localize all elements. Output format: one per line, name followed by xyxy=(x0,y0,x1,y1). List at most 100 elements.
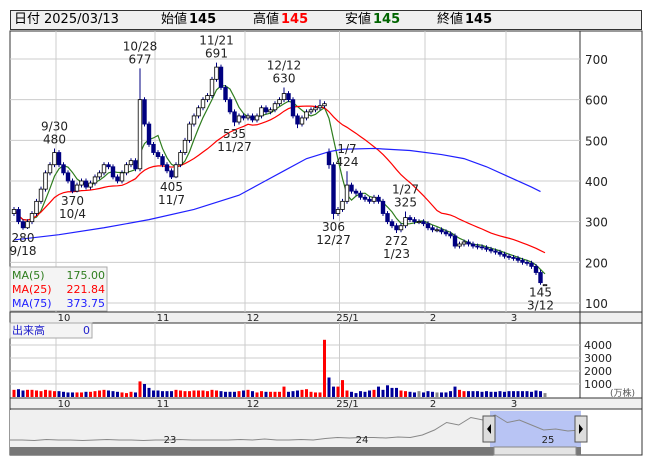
candle xyxy=(272,101,278,113)
candle xyxy=(313,105,318,113)
volume-bar xyxy=(264,391,268,397)
candle-body xyxy=(430,227,435,231)
volume-legend-value: 0 xyxy=(83,324,90,337)
volume-bar xyxy=(179,390,182,397)
candle xyxy=(61,162,66,176)
candle-body xyxy=(11,209,17,214)
volume-bar xyxy=(534,390,538,397)
candle xyxy=(209,76,215,99)
annotation-date: 1/27 xyxy=(392,182,419,196)
volume-bar xyxy=(183,391,187,397)
volume-bar xyxy=(516,391,520,397)
candle-body xyxy=(448,233,453,237)
ma-legend-value: 373.75 xyxy=(67,297,106,310)
candle-body xyxy=(214,66,219,80)
navigator-right-handle[interactable] xyxy=(574,415,588,443)
candle-body xyxy=(367,198,372,202)
volume-bar xyxy=(201,390,205,397)
candle xyxy=(421,219,426,227)
candle xyxy=(380,198,386,216)
volume-bar xyxy=(80,392,83,397)
annotation-date: 11/27 xyxy=(217,140,252,154)
candle-body xyxy=(403,217,408,227)
candle-body xyxy=(452,235,458,247)
volume-bar xyxy=(255,392,259,397)
annotation-date: 9/30 xyxy=(41,119,68,133)
candle-body xyxy=(128,160,134,166)
annotation-date: 11/21 xyxy=(199,34,234,48)
candle-body xyxy=(16,209,21,223)
navigator-left-handle[interactable] xyxy=(482,415,496,443)
volume-bar xyxy=(363,391,367,397)
volume-bar xyxy=(503,391,506,397)
volume-bar xyxy=(372,389,376,397)
candle xyxy=(385,211,390,225)
volume-bar xyxy=(282,386,286,397)
volume-bar xyxy=(188,391,191,397)
volume-bar xyxy=(147,387,151,397)
annotation-date: 3/12 xyxy=(527,299,554,313)
scrollbar-thumb[interactable] xyxy=(493,446,577,456)
volume-bar xyxy=(93,391,97,397)
ma-legend-value: 221.84 xyxy=(67,283,106,296)
candle xyxy=(142,97,147,127)
candle xyxy=(358,190,363,200)
candle-body xyxy=(61,164,66,174)
candle xyxy=(488,246,494,254)
volume-bar xyxy=(345,390,349,397)
candle-body xyxy=(317,105,323,109)
candle xyxy=(529,260,534,269)
candle xyxy=(520,257,525,265)
candle-body xyxy=(502,253,507,257)
candle-body xyxy=(241,115,246,119)
candle-body xyxy=(439,229,444,233)
candle xyxy=(182,137,188,155)
date-tick-label: 11 xyxy=(157,313,170,324)
volume-date-tick-label: 11 xyxy=(157,399,170,410)
volume-bar xyxy=(332,386,335,397)
candle-body xyxy=(349,184,354,192)
candle-body xyxy=(74,184,80,192)
ma-legend-label: MA(25) xyxy=(12,283,52,296)
candle xyxy=(128,158,134,168)
candle-body xyxy=(443,231,449,235)
candle xyxy=(430,225,435,233)
volume-bar xyxy=(417,391,421,397)
candle xyxy=(475,243,480,250)
volume-bar xyxy=(336,386,340,397)
candle xyxy=(56,150,62,168)
candle xyxy=(205,93,210,103)
candle xyxy=(497,249,503,257)
candle xyxy=(376,194,381,204)
candle-body xyxy=(65,172,71,182)
date-tick-label: 3 xyxy=(511,313,517,324)
candle xyxy=(268,107,273,115)
candle-body xyxy=(133,160,138,170)
candle-body xyxy=(110,166,116,178)
scrollbar-track[interactable] xyxy=(10,447,581,455)
candle-body xyxy=(371,196,377,202)
annotation-value: 272 xyxy=(385,234,408,248)
candle-body xyxy=(160,156,165,166)
candle-body xyxy=(137,99,143,170)
candle xyxy=(353,188,359,196)
volume-bar xyxy=(377,386,380,397)
navigator-selection[interactable] xyxy=(490,411,581,447)
candle-body xyxy=(218,66,224,88)
volume-bar xyxy=(260,391,263,397)
volume-bar xyxy=(462,391,466,397)
volume-bar xyxy=(246,389,250,397)
annotation-date: 10/4 xyxy=(59,207,86,221)
candle xyxy=(281,87,287,103)
candle-body xyxy=(434,229,440,232)
candle-body xyxy=(340,200,345,210)
candle xyxy=(317,99,323,111)
candle-body xyxy=(542,284,548,287)
volume-bar xyxy=(444,392,448,397)
candle xyxy=(371,194,377,204)
volume-bar xyxy=(84,391,88,397)
volume-bar xyxy=(71,392,74,397)
candle xyxy=(25,219,30,229)
annotation-date: 10/28 xyxy=(123,39,158,53)
